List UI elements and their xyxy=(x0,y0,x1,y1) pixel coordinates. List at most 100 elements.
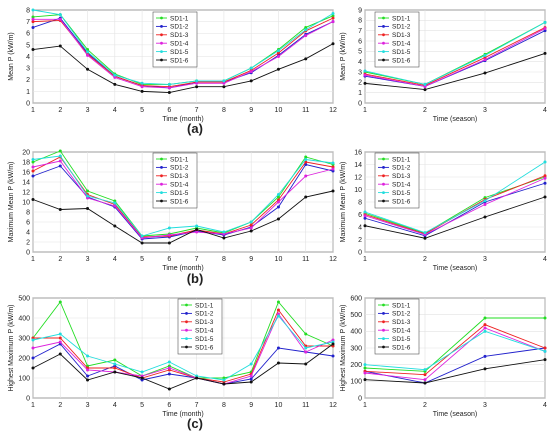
data-point-SD1-3 xyxy=(31,20,35,24)
x-tick-label: 4 xyxy=(543,402,547,409)
data-point-SD1-5 xyxy=(543,160,547,164)
data-point-SD1-6 xyxy=(86,207,90,210)
data-point-SD1-2 xyxy=(331,354,335,358)
legend-entry: SD1-2 xyxy=(195,311,214,318)
y-tick-label: 200 xyxy=(350,362,362,369)
legend-marker xyxy=(160,182,163,186)
data-point-SD1-2 xyxy=(31,356,35,360)
x-tick-label: 6 xyxy=(167,256,171,263)
x-tick-label: 10 xyxy=(275,256,283,263)
legend-box xyxy=(152,11,198,68)
x-axis-label: Time (season) xyxy=(433,265,477,272)
data-point-SD1-5 xyxy=(31,8,35,12)
x-tick-label: 4 xyxy=(543,256,547,263)
panel-label-a: (a) xyxy=(187,121,203,136)
series-line-SD1-4 xyxy=(364,177,546,235)
y-tick-label: 500 xyxy=(350,312,362,319)
panel-label-c: (c) xyxy=(187,416,203,431)
x-tick-label: 7 xyxy=(195,256,199,263)
series-line-SD1-4 xyxy=(33,18,334,89)
x-tick-label: 12 xyxy=(329,402,337,409)
x-tick-label: 2 xyxy=(58,402,62,409)
data-point-SD1-6 xyxy=(31,366,35,370)
series-line-SD1-4 xyxy=(364,28,546,87)
y-tick-label: 20 xyxy=(22,149,30,156)
legend-entry: SD1-4 xyxy=(392,182,411,189)
series-line-SD1-4 xyxy=(32,160,334,239)
legend-entry: SD1-5 xyxy=(195,336,214,343)
data-point-SD1-5 xyxy=(276,314,280,318)
y-axis-label: Highest Maximum P (kW/m) xyxy=(340,305,347,392)
data-point-SD1-4 xyxy=(276,55,280,58)
legend-entry: SD1-4 xyxy=(392,328,411,335)
data-point-SD1-1 xyxy=(86,189,90,193)
data-point-SD1-4 xyxy=(483,326,487,330)
data-point-SD1-4 xyxy=(331,167,335,171)
x-tick-label: 1 xyxy=(363,107,367,114)
data-point-SD1-6 xyxy=(423,88,427,92)
data-point-SD1-6 xyxy=(363,81,367,85)
legend-entry: SD1-3 xyxy=(170,32,189,39)
y-tick-label: 200 xyxy=(18,355,30,362)
legend-marker xyxy=(382,191,385,195)
data-point-SD1-4 xyxy=(363,73,367,77)
legend-entry: SD1-4 xyxy=(170,182,189,189)
data-point-SD1-3 xyxy=(543,346,547,350)
data-point-SD1-6 xyxy=(140,241,144,245)
legend-entry: SD1-2 xyxy=(170,165,189,172)
y-axis-label: Mean P (kW/m) xyxy=(8,32,15,81)
data-point-SD1-3 xyxy=(543,174,547,178)
x-tick-label: 9 xyxy=(249,256,253,263)
data-point-SD1-6 xyxy=(363,224,367,228)
data-point-SD1-5 xyxy=(543,349,547,353)
legend-box xyxy=(374,152,420,209)
legend-marker xyxy=(185,320,188,324)
y-tick-label: 4 xyxy=(26,229,30,236)
data-point-SD1-5 xyxy=(195,224,199,228)
data-point-SD1-6 xyxy=(195,228,199,231)
legend-marker xyxy=(160,33,163,37)
data-point-SD1-4 xyxy=(31,17,35,21)
y-tick-label: 12 xyxy=(354,174,362,181)
data-point-SD1-3 xyxy=(423,373,427,377)
legend-entry: SD1-2 xyxy=(170,24,189,31)
legend-entry: SD1-1 xyxy=(170,156,189,163)
legend-marker xyxy=(160,41,163,45)
legend-box xyxy=(374,298,420,355)
data-point-SD1-5 xyxy=(222,378,226,382)
x-tick-label: 2 xyxy=(423,402,427,409)
legend-marker xyxy=(382,182,385,186)
legend-entry: SD1-5 xyxy=(392,190,411,197)
legend-marker xyxy=(160,16,163,20)
legend-marker xyxy=(382,41,385,45)
data-point-SD1-6 xyxy=(195,85,199,89)
data-point-SD1-6 xyxy=(31,48,35,52)
legend-entry: SD1-6 xyxy=(392,57,411,64)
data-point-SD1-1 xyxy=(276,195,280,199)
x-axis-label: Time (season) xyxy=(433,411,477,418)
x-tick-label: 9 xyxy=(249,402,253,409)
data-point-SD1-1 xyxy=(58,300,62,304)
data-point-SD1-3 xyxy=(276,308,280,312)
legend-marker xyxy=(382,345,385,349)
data-point-SD1-6 xyxy=(304,362,308,366)
data-point-SD1-5 xyxy=(331,11,335,15)
y-tick-label: 2 xyxy=(358,80,362,87)
data-point-SD1-2 xyxy=(276,205,280,209)
data-point-SD1-4 xyxy=(543,176,547,180)
data-point-SD1-5 xyxy=(86,50,90,54)
legend-entry: SD1-3 xyxy=(170,173,189,180)
data-point-SD1-4 xyxy=(483,58,487,62)
data-point-SD1-1 xyxy=(276,300,280,304)
y-tick-label: 100 xyxy=(350,379,362,386)
y-tick-label: 5 xyxy=(358,49,362,56)
series-line-SD1-4 xyxy=(32,313,334,385)
series-line-SD1-6 xyxy=(364,359,546,384)
data-point-SD1-6 xyxy=(331,342,335,346)
data-point-SD1-5 xyxy=(483,329,487,333)
series-line-SD1-5 xyxy=(364,330,546,371)
data-point-SD1-5 xyxy=(483,199,487,203)
